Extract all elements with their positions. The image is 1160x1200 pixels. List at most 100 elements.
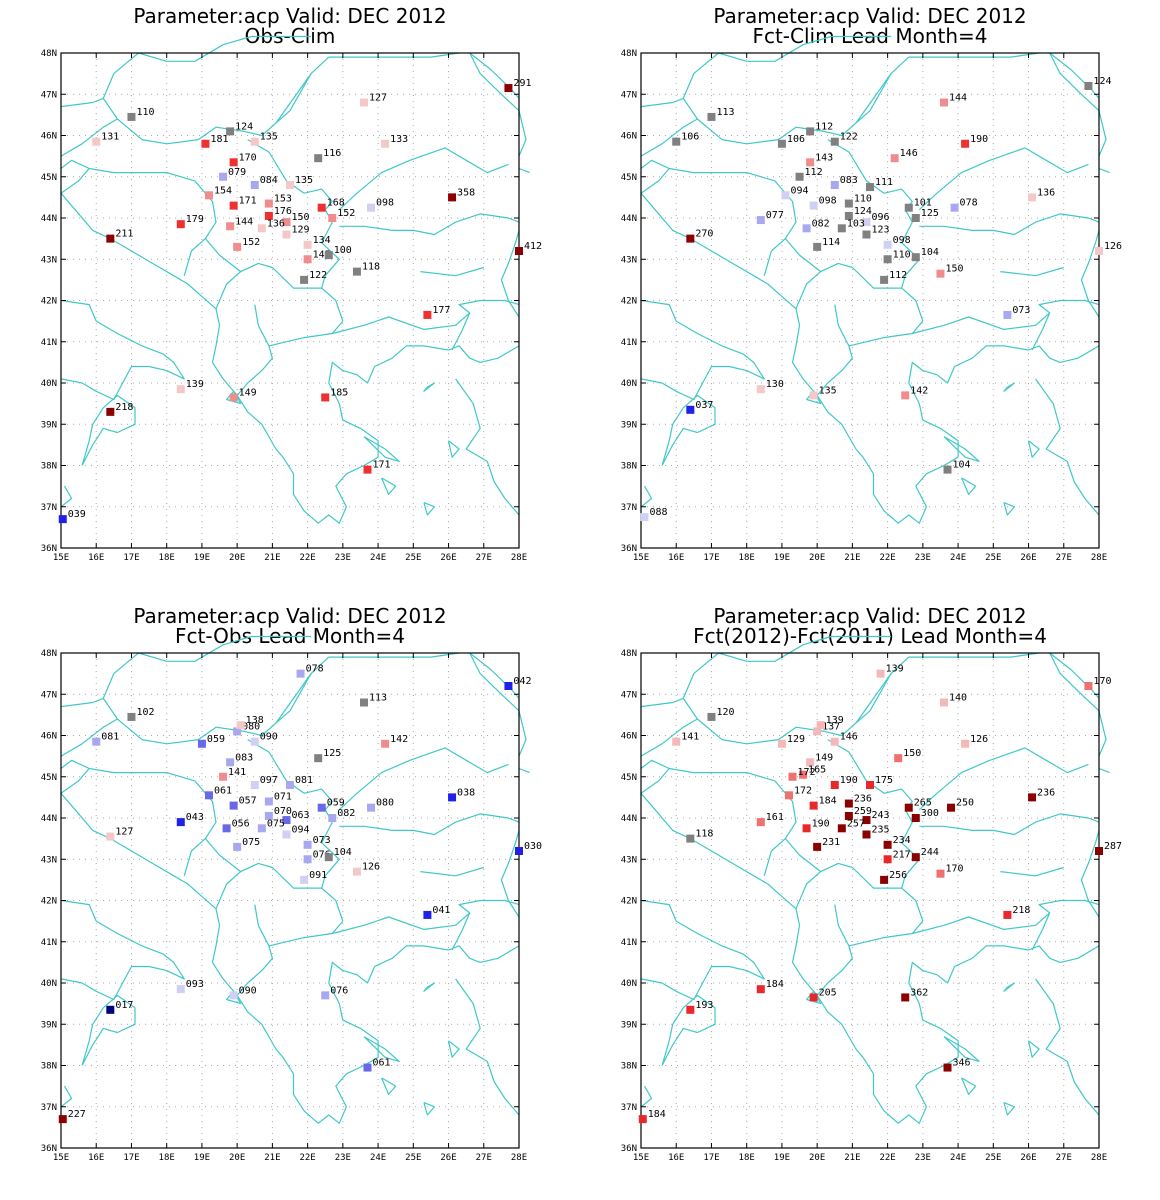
coastline-path [236, 345, 273, 396]
lat-tick-label: 41N [41, 938, 57, 948]
station-value-label: 152 [242, 237, 260, 248]
lon-tick-label: 26E [1020, 1153, 1036, 1163]
station-marker: 170 [936, 864, 964, 878]
station-marker: 144 [939, 93, 967, 107]
station-square [381, 739, 390, 748]
station-square [756, 818, 765, 827]
coastline-path [138, 35, 252, 62]
station-square [756, 985, 765, 994]
lat-tick-label: 39N [621, 420, 637, 430]
station-value-label: 146 [900, 148, 918, 159]
station-square [176, 220, 185, 229]
coastline-path [236, 945, 520, 1124]
coastline-path [816, 345, 1100, 524]
station-marker: 231 [813, 837, 840, 851]
coastline-path [254, 887, 344, 947]
station-value-label: 165 [808, 765, 826, 776]
station-value-label: 170 [239, 152, 257, 163]
lon-tick-label: 17E [123, 1153, 139, 1163]
station-value-label: 039 [68, 509, 86, 520]
station-value-label: 144 [235, 216, 253, 227]
station-value-label: 084 [260, 175, 278, 186]
coastline-path [60, 118, 118, 157]
station-value-label: 140 [949, 693, 967, 704]
station-value-label: 094 [790, 185, 808, 196]
station-square [92, 737, 101, 746]
station-value-label: 150 [903, 748, 921, 759]
station-marker: 135 [250, 132, 278, 146]
station-value-label: 126 [362, 862, 380, 873]
station-value-label: 259 [854, 806, 872, 817]
station-value-label: 098 [893, 235, 911, 246]
coastline-path [640, 792, 818, 996]
station-square [363, 1063, 372, 1072]
station-marker: 125 [314, 748, 341, 763]
coastline-path [640, 652, 719, 708]
station-value-label: 142 [390, 734, 408, 745]
station-square [866, 781, 874, 789]
station-value-label: 076 [313, 849, 331, 860]
station-marker: 126 [1095, 241, 1122, 255]
station-marker: 150 [282, 212, 310, 227]
station-square [448, 193, 457, 202]
station-marker: 170 [229, 152, 257, 167]
station-marker: 082 [328, 808, 355, 822]
station-value-label: 122 [840, 132, 858, 143]
station-square [58, 1115, 67, 1124]
coastline-path [332, 899, 520, 935]
station-value-label: 098 [376, 198, 394, 209]
station-value-label: 112 [805, 167, 823, 178]
coastline-path [912, 299, 1100, 335]
station-marker: 139 [876, 664, 904, 678]
station-square [282, 830, 291, 839]
station-value-label: 144 [949, 93, 967, 104]
coastline-path [718, 635, 832, 662]
station-value-label: 126 [1104, 241, 1122, 252]
coastline-path [381, 477, 397, 495]
station-value-label: 161 [766, 812, 784, 823]
station-square [802, 824, 811, 833]
coastline-path [338, 147, 509, 211]
station-marker: 075 [233, 837, 260, 851]
coastline-path [901, 809, 920, 889]
coastline-path [1027, 1040, 1040, 1058]
station-marker: 250 [947, 798, 974, 812]
station-square [282, 218, 291, 227]
lon-tick-label: 17E [123, 553, 139, 563]
station-square [264, 811, 273, 820]
coastline-path [1003, 502, 1016, 516]
station-marker: 061 [363, 1058, 391, 1072]
station-value-label: 061 [214, 785, 232, 796]
station-square [515, 247, 523, 255]
lon-tick-label: 20E [229, 553, 245, 563]
lat-tick-label: 36N [621, 1144, 637, 1154]
station-square [844, 211, 853, 220]
station-square [504, 682, 513, 690]
station-square [328, 214, 337, 222]
station-value-label: 122 [309, 270, 327, 281]
lat-tick-label: 38N [41, 1062, 57, 1072]
station-square [423, 910, 432, 919]
station-square [106, 407, 115, 416]
station-marker: 145 [303, 249, 331, 264]
lon-tick-label: 16E [88, 553, 104, 563]
station-marker: 172 [784, 785, 812, 800]
coastline-path [363, 436, 400, 462]
lat-tick-label: 43N [41, 855, 57, 865]
station-marker: 122 [830, 132, 858, 146]
station-value-label: 103 [847, 218, 865, 229]
station-square [236, 721, 245, 730]
station-marker: 137 [813, 721, 840, 736]
station-value-label: 138 [246, 715, 264, 726]
station-value-label: 129 [291, 225, 309, 236]
gridlines [641, 53, 1099, 548]
lat-tick-label: 36N [41, 1144, 57, 1154]
station-marker: 135 [286, 175, 313, 189]
station-marker: 042 [504, 676, 531, 690]
station-square [640, 513, 649, 522]
station-marker: 131 [92, 132, 119, 146]
coastline-path [795, 871, 822, 910]
station-value-label: 227 [68, 1109, 86, 1120]
